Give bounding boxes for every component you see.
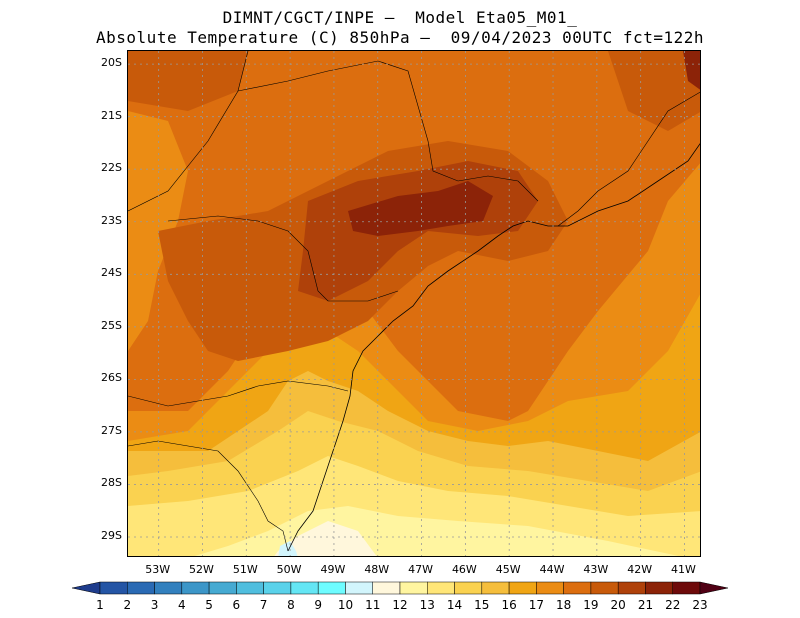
longitude-label: 49W [320,563,346,576]
temp-region-20-ne [608,51,700,131]
longitude-label: 50W [276,563,302,576]
colorbar-segment [263,581,292,595]
latitude-label: 24S [101,266,122,280]
longitude-label: 47W [408,563,433,576]
title-line-1: DIMNT/CGCT/INPE – Model Eta05_M01_ [222,8,578,27]
map-panel [127,50,701,557]
longitude-label: 42W [627,563,653,576]
colorbar-label: 20 [610,598,626,612]
colorbar-label: 11 [365,598,381,612]
state-border-6 [557,91,700,227]
state-border-1 [128,51,249,212]
state-border-2 [237,60,539,202]
colorbar [71,581,729,595]
colorbar-label: 12 [392,598,408,612]
colorbar-segment [372,581,401,595]
colorbar-label: 10 [337,598,354,612]
longitude-label: 44W [539,563,565,576]
coastline [287,143,700,552]
colorbar-label: 6 [232,598,241,612]
map-grid [128,51,700,556]
colorbar-segment [645,581,673,595]
latitude-label: 25S [101,318,122,332]
colorbar-label: 2 [123,598,132,612]
colorbar-label: 13 [419,598,435,612]
longitude-label: 46W [451,563,477,576]
colorbar-label: 14 [446,598,463,612]
colorbar-segment [617,581,646,595]
colorbar-arrow-left [71,581,101,595]
latitude-label: 23S [101,213,122,227]
colorbar-segment [590,581,619,595]
state-border-4 [128,380,349,407]
longitude-label: 48W [364,563,390,576]
state-border-5 [128,440,289,552]
colorbar-segment [290,581,319,595]
colorbar-label: 8 [287,598,295,612]
colorbar-segment [99,581,128,595]
colorbar-label: 18 [555,598,572,612]
longitude-label: 43W [583,563,609,576]
colorbar-label: 4 [177,598,186,612]
latitude-label: 27S [101,423,122,437]
colorbar-label: 7 [259,598,268,612]
colorbar-segment [345,581,373,595]
colorbar-label: 9 [314,598,322,612]
colorbar-segment [127,581,155,595]
longitude-label: 52W [189,563,214,576]
state-border-3 [167,215,399,302]
colorbar-label: 17 [528,598,544,612]
temp-region-22 [348,181,493,236]
latitude-label: 26S [101,371,122,385]
colorbar-segment [454,581,483,595]
colorbar-label: 16 [501,598,517,612]
longitude-label: 41W [671,563,696,576]
longitude-label: 53W [145,563,171,576]
colorbar-segment [536,581,564,595]
temperature-map [128,51,700,556]
colorbar-segment [508,581,537,595]
longitude-label: 45W [495,563,521,576]
colorbar-segment [181,581,210,595]
colorbar-segment [317,581,346,595]
colorbar-segment [481,581,510,595]
colorbar-arrow-right [699,581,729,595]
colorbar-label: 3 [150,598,159,612]
colorbar-segment [208,581,237,595]
colorbar-segment [672,581,701,595]
colorbar-label: 23 [692,598,708,612]
latitude-label: 20S [101,56,122,70]
colorbar-segment [427,581,455,595]
colorbar-label: 5 [205,598,213,612]
longitude-label: 51W [232,563,258,576]
latitude-label: 22S [101,161,122,175]
colorbar-label: 22 [665,598,681,612]
colorbar-segment [154,581,183,595]
title-line-2: Absolute Temperature (C) 850hPa – 09/04/… [96,28,704,47]
latitude-label: 29S [101,528,122,542]
colorbar-label: 19 [583,598,599,612]
colorbar-segment [399,581,428,595]
temp-region-11 [278,541,298,556]
temp-region-12 [274,521,377,556]
latitude-label: 21S [101,108,122,122]
colorbar-label: 21 [637,598,654,612]
colorbar-label: 15 [474,598,490,612]
colorbar-segment [563,581,592,595]
latitude-label: 28S [101,476,122,490]
colorbar-label: 1 [96,598,104,612]
temp-region-20-north [128,51,248,111]
temp-region-22-ne [683,51,700,90]
colorbar-segment [236,581,264,595]
